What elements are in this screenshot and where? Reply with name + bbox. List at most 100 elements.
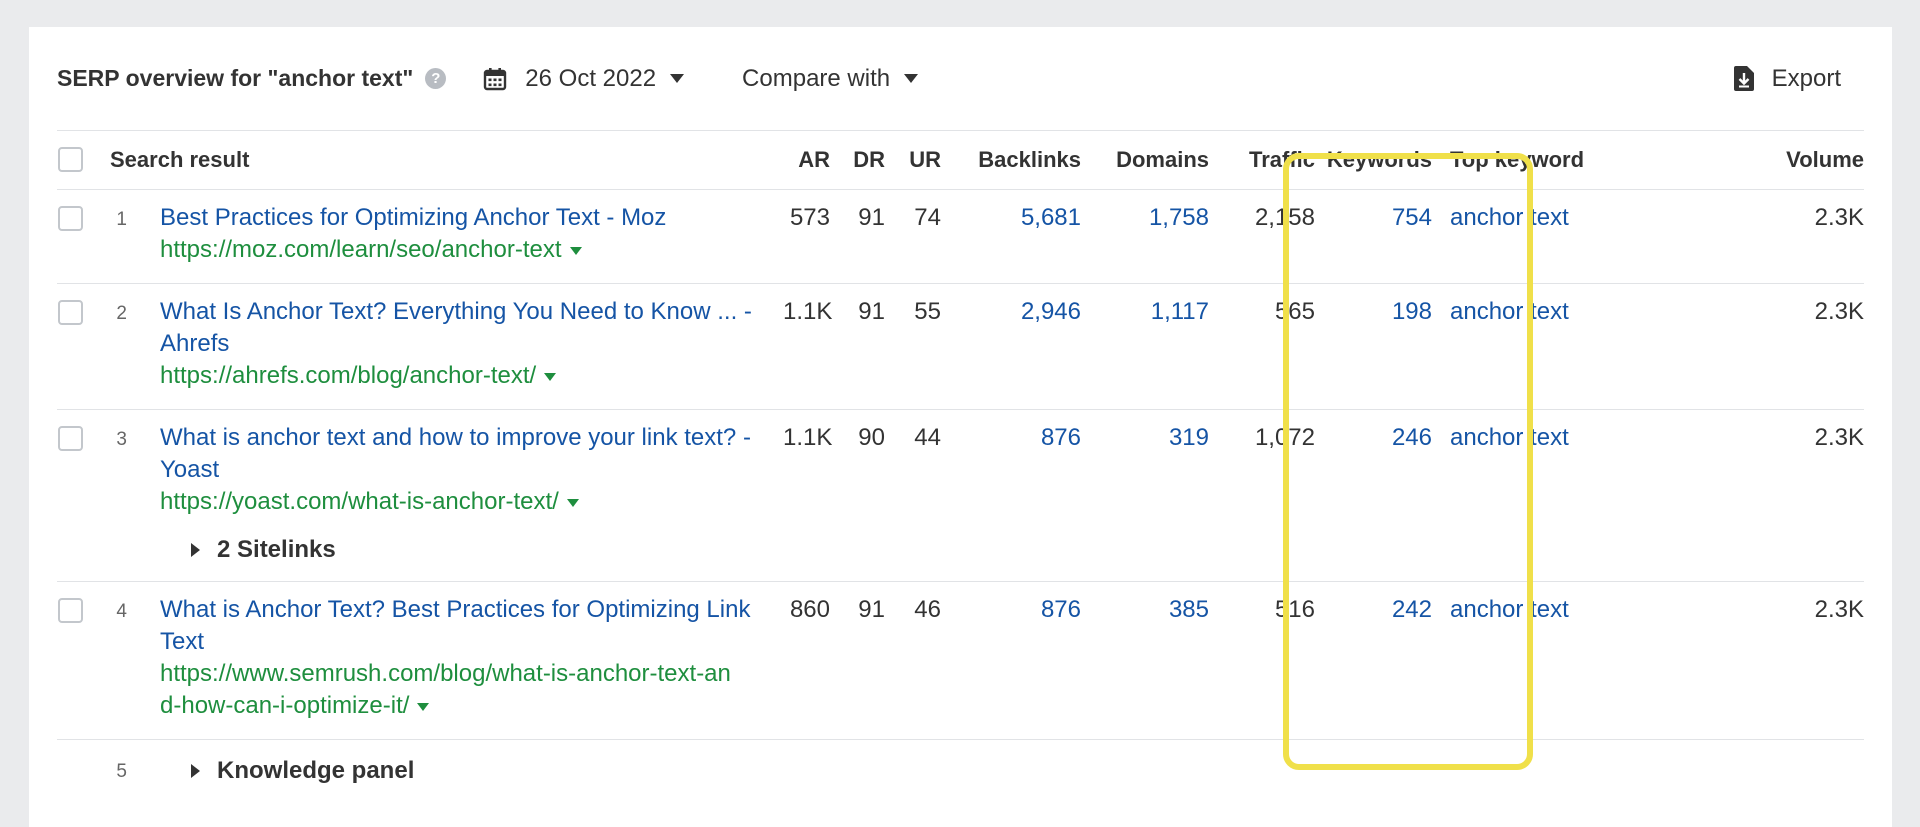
result-url[interactable]: https://www.semrush.com/blog/what-is-anc… [160,658,790,722]
compare-with-button[interactable]: Compare with [742,64,919,93]
export-icon [1733,66,1754,91]
row-checkbox[interactable] [58,598,83,623]
cell-keywords-link[interactable]: 242 [1391,596,1432,623]
column-header-ur[interactable]: UR [909,147,941,172]
serp-overview-panel: SERP overview for "anchor text" ? 26 Oct… [29,27,1892,827]
row-index: 5 [116,761,127,782]
knowledge-panel-toggle[interactable]: Knowledge panel [191,757,414,785]
cell-volume: 2.3K [1814,204,1864,231]
column-header-search-result[interactable]: Search result [110,147,250,172]
table-row: 3 What is anchor text and how to improve… [57,409,1864,581]
date-picker-button[interactable]: 26 Oct 2022 [483,65,685,93]
row-index: 2 [116,303,127,324]
column-header-traffic[interactable]: Traffic [1248,147,1315,172]
cell-backlinks-link[interactable]: 876 [1040,596,1081,623]
result-url-text[interactable]: https://ahrefs.com/blog/anchor-text/ [160,362,537,389]
cell-domains-link[interactable]: 1,758 [1148,204,1209,231]
question-circle-icon[interactable]: ? [425,68,447,89]
chevron-down-icon[interactable] [417,702,430,711]
compare-label: Compare with [742,64,891,92]
result-url-text[interactable]: https://moz.com/learn/seo/anchor-text [160,236,562,263]
chevron-down-icon[interactable] [566,498,579,507]
result-url[interactable]: https://moz.com/learn/seo/anchor-text [160,234,790,266]
export-button[interactable]: Export [1733,65,1841,93]
chevron-down-icon[interactable] [569,246,582,255]
result-item: Best Practices for Optimizing Anchor Tex… [160,202,790,266]
chevron-right-icon [191,543,200,557]
column-header-top-keyword[interactable]: Top keyword [1450,147,1585,172]
divider [57,130,1864,131]
chevron-down-icon [670,74,685,83]
cell-ar: 573 [789,204,830,231]
knowledge-panel-row: 5 Knowledge panel [57,739,1864,799]
row-checkbox[interactable] [58,300,83,325]
result-title-link[interactable]: What is Anchor Text? Best Practices for … [160,596,751,655]
cell-volume: 2.3K [1814,298,1864,325]
cell-top-keyword-link[interactable]: anchor text [1450,596,1569,623]
cell-ur: 44 [914,424,941,451]
toolbar: SERP overview for "anchor text" ? 26 Oct… [57,27,1864,130]
result-title-link[interactable]: What Is Anchor Text? Everything You Need… [160,298,752,357]
select-all-checkbox[interactable] [58,147,83,172]
cell-ur: 74 [914,204,941,231]
chevron-down-icon[interactable] [544,372,557,381]
divider [57,739,1864,740]
column-header-domains[interactable]: Domains [1116,147,1209,172]
result-url-text[interactable]: https://yoast.com/what-is-anchor-text/ [160,488,559,515]
sitelinks-toggle[interactable]: 2 Sitelinks [191,536,336,564]
cell-volume: 2.3K [1814,596,1864,623]
result-url[interactable]: https://ahrefs.com/blog/anchor-text/ [160,360,790,392]
cell-traffic: 2,158 [1254,204,1315,231]
result-item: What is Anchor Text? Best Practices for … [160,594,790,722]
row-checkbox[interactable] [58,426,83,451]
column-header-volume[interactable]: Volume [1786,147,1864,172]
row-index: 4 [116,601,127,622]
cell-ar: 1.1K [783,298,833,325]
cell-domains-link[interactable]: 319 [1168,424,1209,451]
column-header-backlinks[interactable]: Backlinks [978,147,1081,172]
cell-traffic: 565 [1274,298,1315,325]
chevron-right-icon [191,764,200,778]
column-header-dr[interactable]: DR [853,147,885,172]
divider [57,283,1864,284]
cell-keywords-link[interactable]: 754 [1391,204,1432,231]
cell-ar: 860 [789,596,830,623]
cell-backlinks-link[interactable]: 5,681 [1020,204,1081,231]
calendar-icon [484,67,507,90]
cell-keywords-link[interactable]: 198 [1391,298,1432,325]
result-item: What is anchor text and how to improve y… [160,422,790,518]
result-title-link[interactable]: What is anchor text and how to improve y… [160,424,751,483]
table-row: 1 Best Practices for Optimizing Anchor T… [57,189,1864,283]
result-title-link[interactable]: Best Practices for Optimizing Anchor Tex… [160,204,667,231]
column-header-keywords[interactable]: Keywords [1326,147,1432,172]
cell-dr: 91 [858,596,885,623]
result-item: What Is Anchor Text? Everything You Need… [160,296,790,392]
column-header-ar[interactable]: AR [798,147,830,172]
cell-backlinks-link[interactable]: 876 [1040,424,1081,451]
cell-traffic: 1,072 [1254,424,1315,451]
result-url-text[interactable]: https://www.semrush.com/blog/what-is-anc… [160,660,731,687]
page-title: SERP overview for "anchor text" [57,65,414,91]
cell-backlinks-link[interactable]: 2,946 [1020,298,1081,325]
table-header-row: Search result AR DR UR Backlinks Domains… [57,130,1864,189]
cell-domains-link[interactable]: 385 [1168,596,1209,623]
sitelinks-label: 2 Sitelinks [217,536,336,563]
cell-top-keyword-link[interactable]: anchor text [1450,424,1569,451]
cell-dr: 91 [858,298,885,325]
cell-top-keyword-link[interactable]: anchor text [1450,298,1569,325]
cell-domains-link[interactable]: 1,117 [1150,298,1209,325]
row-index: 1 [116,209,127,230]
divider [57,581,1864,582]
cell-traffic: 516 [1274,596,1315,623]
cell-top-keyword-link[interactable]: anchor text [1450,204,1569,231]
result-url[interactable]: https://yoast.com/what-is-anchor-text/ [160,486,790,518]
cell-keywords-link[interactable]: 246 [1391,424,1432,451]
cell-ar: 1.1K [783,424,833,451]
table-row: 2 What Is Anchor Text? Everything You Ne… [57,283,1864,409]
row-checkbox[interactable] [58,206,83,231]
divider [57,409,1864,410]
cell-ur: 46 [914,596,941,623]
cell-dr: 90 [858,424,885,451]
chevron-down-icon [904,74,919,83]
result-url-text[interactable]: d-how-can-i-optimize-it/ [160,692,410,719]
